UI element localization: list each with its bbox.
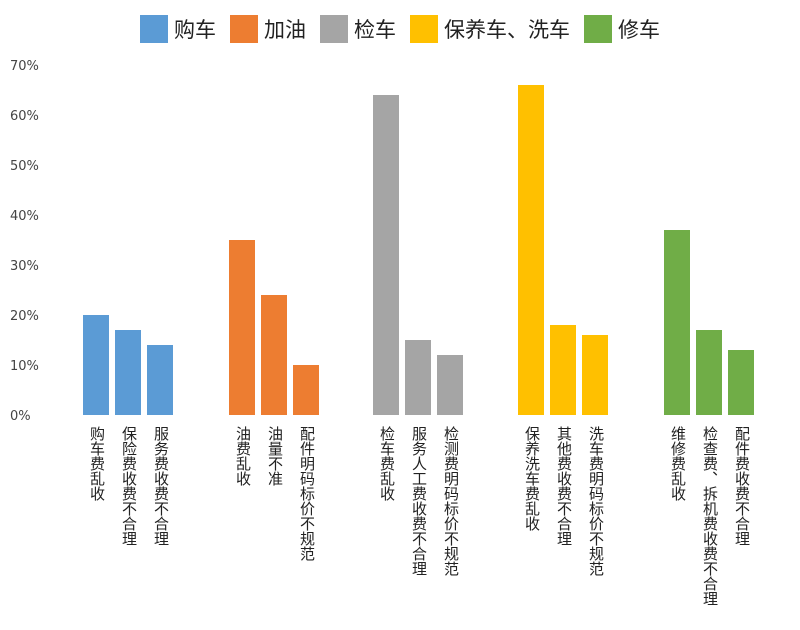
y-tick-label: 10% bbox=[10, 359, 39, 374]
y-tick-label: 30% bbox=[10, 259, 39, 274]
legend-label: 加油 bbox=[264, 18, 306, 42]
legend-swatch bbox=[410, 15, 438, 43]
legend-swatch bbox=[140, 15, 168, 43]
category-label: 服务费收费不合理 bbox=[152, 426, 170, 546]
legend-item: 修车 bbox=[584, 14, 660, 44]
category-label: 油费乱收 bbox=[234, 426, 252, 486]
y-tick-label: 60% bbox=[10, 109, 39, 124]
category-label: 保养洗车费乱收 bbox=[523, 426, 541, 531]
legend-item: 加油 bbox=[230, 14, 306, 44]
y-tick-label: 40% bbox=[10, 209, 39, 224]
category-label: 维修费乱收 bbox=[669, 426, 687, 501]
bar bbox=[550, 325, 576, 415]
bar bbox=[229, 240, 255, 415]
legend-item: 保养车、洗车 bbox=[410, 14, 570, 44]
category-label: 检测费明码标价不规范 bbox=[442, 426, 460, 576]
bar bbox=[293, 365, 319, 415]
bar bbox=[664, 230, 690, 415]
bar bbox=[518, 85, 544, 415]
legend-swatch bbox=[230, 15, 258, 43]
bar bbox=[147, 345, 173, 415]
category-label: 保险费收费不合理 bbox=[120, 426, 138, 546]
bar bbox=[115, 330, 141, 415]
category-label: 其他费收费不合理 bbox=[555, 426, 573, 546]
legend-label: 检车 bbox=[354, 18, 396, 42]
y-tick-label: 0% bbox=[10, 409, 31, 424]
bar bbox=[373, 95, 399, 415]
bar bbox=[728, 350, 754, 415]
legend-label: 保养车、洗车 bbox=[444, 18, 570, 42]
category-label: 配件明码标价不规范 bbox=[298, 426, 316, 561]
y-tick-label: 20% bbox=[10, 309, 39, 324]
category-label: 检车费乱收 bbox=[378, 426, 396, 501]
bar bbox=[582, 335, 608, 415]
chart-legend: 购车 加油 检车 保养车、洗车 修车 bbox=[0, 14, 800, 44]
legend-item: 检车 bbox=[320, 14, 396, 44]
bar bbox=[405, 340, 431, 415]
category-label: 购车费乱收 bbox=[88, 426, 106, 501]
legend-item: 购车 bbox=[140, 14, 216, 44]
bar bbox=[83, 315, 109, 415]
category-label: 配件费收费不合理 bbox=[733, 426, 751, 546]
legend-swatch bbox=[320, 15, 348, 43]
category-label: 洗车费明码标价不规范 bbox=[587, 426, 605, 576]
bar bbox=[437, 355, 463, 415]
category-label: 油量不准 bbox=[266, 426, 284, 486]
legend-label: 购车 bbox=[174, 18, 216, 42]
category-label: 服务人工费收费不合理 bbox=[410, 426, 428, 576]
bar bbox=[696, 330, 722, 415]
legend-swatch bbox=[584, 15, 612, 43]
legend-label: 修车 bbox=[618, 18, 660, 42]
category-label: 检查费、拆机费收费不合理 bbox=[701, 426, 719, 606]
y-tick-label: 70% bbox=[10, 59, 39, 74]
y-tick-label: 50% bbox=[10, 159, 39, 174]
bar bbox=[261, 295, 287, 415]
